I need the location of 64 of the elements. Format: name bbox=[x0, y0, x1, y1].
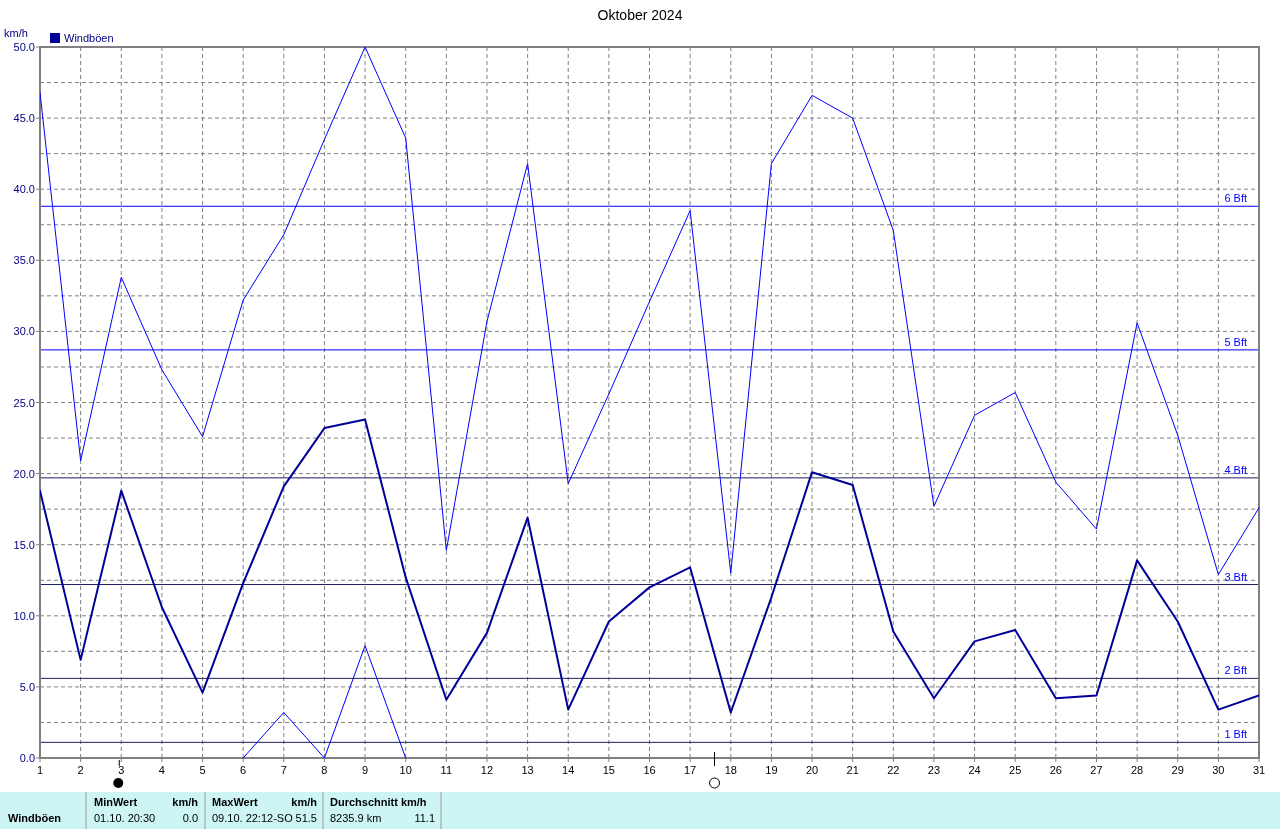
x-tick-label: 22 bbox=[887, 764, 900, 776]
y-tick-label: 5.0 bbox=[19, 680, 35, 693]
text: km/h bbox=[172, 796, 199, 808]
ref-line-label: 5 Bft bbox=[1224, 335, 1247, 348]
ref-line-label: 1 Bft bbox=[1224, 728, 1247, 741]
x-tick-label: 17 bbox=[684, 764, 697, 776]
x-tick-label: 9 bbox=[362, 764, 369, 776]
x-tick-label: 28 bbox=[1130, 764, 1144, 776]
y-tick-label: 25.0 bbox=[13, 396, 35, 409]
text: 01.10. 20:30 bbox=[94, 812, 156, 824]
y-tick-label: 0.0 bbox=[19, 752, 35, 764]
text: km/h bbox=[291, 796, 318, 808]
x-tick-label: 4 bbox=[158, 764, 165, 776]
x-tick-label: 26 bbox=[1049, 764, 1062, 776]
text: 51.5 bbox=[295, 812, 317, 824]
x-tick-label: 18 bbox=[724, 764, 737, 776]
x-tick-label: 10 bbox=[399, 764, 412, 776]
x-tick-label: 12 bbox=[480, 764, 494, 776]
x-tick-label: 2 bbox=[77, 764, 84, 776]
y-tick-label: 35.0 bbox=[13, 254, 35, 267]
x-tick-label: 23 bbox=[927, 764, 941, 776]
x-tick-label: 6 bbox=[240, 764, 247, 776]
text: 09.10. 22:12-SO bbox=[212, 812, 294, 824]
ref-line-label: 3 Bft bbox=[1224, 570, 1247, 583]
y-tick-label: 20.0 bbox=[13, 467, 35, 480]
x-tick-label: 7 bbox=[280, 764, 287, 776]
ref-line-label: 4 Bft bbox=[1224, 463, 1247, 476]
y-tick-label: 30.0 bbox=[13, 325, 35, 338]
y-tick-label: 10.0 bbox=[13, 609, 35, 622]
x-tick-label: 11 bbox=[440, 764, 453, 776]
x-tick-label: 1 bbox=[36, 764, 44, 776]
x-tick-label: 31 bbox=[1252, 764, 1266, 776]
x-tick-label: 5 bbox=[199, 764, 206, 776]
x-tick-label: 20 bbox=[805, 764, 819, 776]
legend-label: Windböen bbox=[64, 32, 114, 44]
x-tick-label: 3 bbox=[118, 764, 125, 776]
x-tick-label: 16 bbox=[643, 764, 656, 776]
x-tick-label: 27 bbox=[1090, 764, 1103, 776]
text: 11.1 bbox=[414, 812, 435, 824]
x-tick-label: 13 bbox=[521, 764, 534, 776]
text: Durchschnitt km/h bbox=[330, 796, 427, 808]
text: MaxWert bbox=[212, 796, 258, 808]
x-tick-label: 19 bbox=[765, 764, 778, 776]
y-tick-label: 40.0 bbox=[13, 183, 35, 196]
x-tick-label: 15 bbox=[602, 764, 615, 776]
line-series bbox=[40, 418, 1259, 714]
x-tick-label: 21 bbox=[846, 764, 859, 776]
chart-title: Oktober 2024 bbox=[597, 7, 683, 23]
x-tick-label: 29 bbox=[1171, 764, 1184, 776]
text: 8235.9 km bbox=[330, 812, 382, 824]
y-tick-label: 45.0 bbox=[13, 112, 35, 125]
y-tick-label: 50.0 bbox=[13, 41, 35, 53]
ref-line-label: 2 Bft bbox=[1224, 664, 1247, 677]
text: Windböen bbox=[8, 812, 62, 824]
x-tick-label: 24 bbox=[968, 764, 981, 776]
x-tick-label: 8 bbox=[321, 764, 328, 776]
y-axis-title: km/h bbox=[4, 27, 28, 39]
text: MinWert bbox=[94, 796, 138, 808]
ref-line-label: 6 Bft bbox=[1224, 192, 1247, 205]
x-tick-label: 30 bbox=[1212, 764, 1225, 776]
y-tick-label: 15.0 bbox=[13, 538, 35, 551]
text: 0.0 bbox=[182, 812, 198, 824]
x-tick-label: 25 bbox=[1009, 764, 1022, 776]
x-tick-label: 14 bbox=[562, 764, 575, 776]
